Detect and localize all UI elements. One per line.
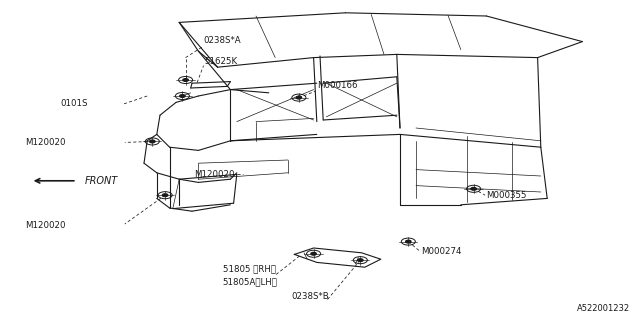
- Text: M120020: M120020: [26, 138, 66, 147]
- Text: A522001232: A522001232: [577, 304, 630, 313]
- Text: 0238S*B: 0238S*B: [292, 292, 330, 301]
- Text: 51805A〈LH〉: 51805A〈LH〉: [223, 277, 278, 286]
- Text: FRONT: FRONT: [84, 176, 118, 186]
- Circle shape: [471, 188, 476, 190]
- Circle shape: [311, 252, 316, 255]
- Circle shape: [180, 95, 185, 97]
- Circle shape: [358, 259, 363, 261]
- Circle shape: [296, 96, 301, 99]
- Text: M120020: M120020: [26, 221, 66, 230]
- Circle shape: [183, 79, 188, 81]
- Text: 51625K: 51625K: [205, 57, 238, 66]
- Text: M000274: M000274: [421, 247, 461, 256]
- Text: M000166: M000166: [317, 81, 357, 90]
- Circle shape: [163, 194, 168, 196]
- Text: M000355: M000355: [486, 191, 527, 200]
- Circle shape: [150, 140, 155, 143]
- Text: M120020: M120020: [194, 170, 235, 179]
- Text: 0101S: 0101S: [61, 100, 88, 108]
- Circle shape: [406, 240, 411, 243]
- Text: 0238S*A: 0238S*A: [204, 36, 241, 45]
- Text: 51805 〈RH〉: 51805 〈RH〉: [223, 265, 276, 274]
